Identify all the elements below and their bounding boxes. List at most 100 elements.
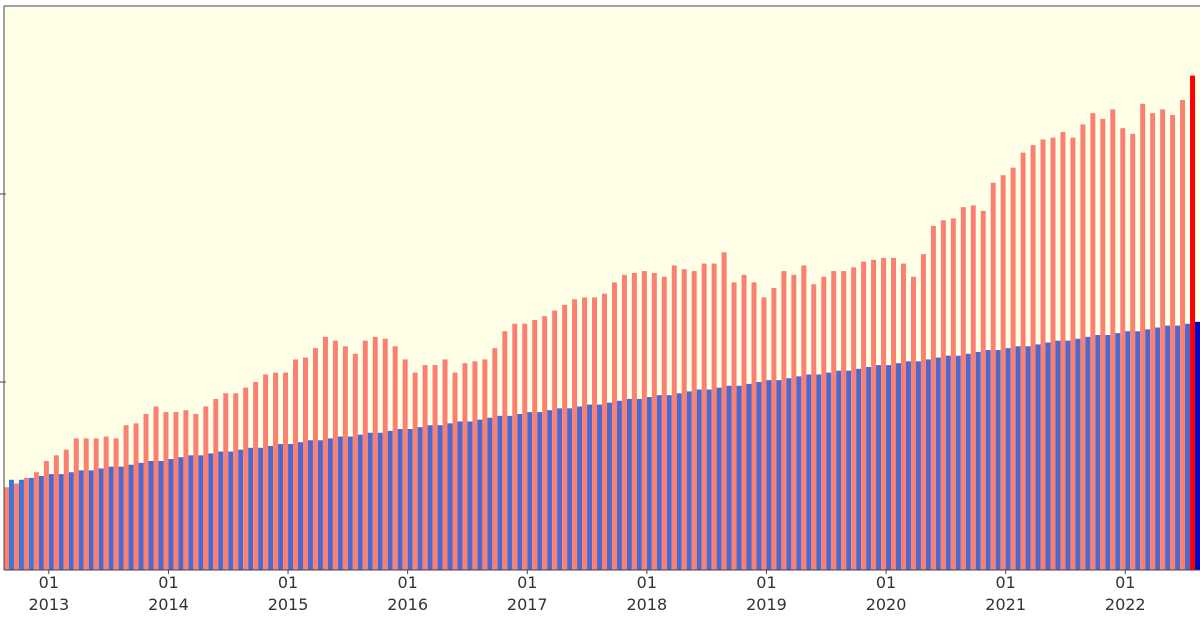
bar-series-b-104 xyxy=(1045,342,1051,570)
bar-series-b-89 xyxy=(896,363,901,570)
bar-series-a-108 xyxy=(1080,124,1086,570)
x-tick-year-label-2021: 2021 xyxy=(985,595,1026,614)
bar-series-a-80 xyxy=(801,265,807,570)
bar-series-b-109 xyxy=(1095,335,1101,570)
bar-series-a-114 xyxy=(1140,103,1146,570)
bar-series-a-53 xyxy=(532,319,538,570)
bar-series-b-97 xyxy=(975,351,981,570)
bar-series-b-70 xyxy=(706,389,712,570)
bar-series-a-59 xyxy=(592,297,598,570)
bar-series-a-2 xyxy=(23,477,29,570)
bar-series-a-82 xyxy=(821,276,827,570)
bar-series-b-5 xyxy=(58,474,64,570)
bar-series-a-34 xyxy=(342,346,348,570)
bar-series-a-32 xyxy=(322,336,328,570)
bar-series-a-45 xyxy=(452,372,458,570)
x-tick-month-label: 01 xyxy=(756,573,776,592)
bar-series-b-106 xyxy=(1065,340,1071,570)
bar-series-b-42 xyxy=(427,425,433,570)
bar-series-a-92 xyxy=(920,254,926,570)
bar-series-a-101 xyxy=(1010,167,1016,570)
x-tick-year-label-2019: 2019 xyxy=(746,595,787,614)
bar-series-b-78 xyxy=(786,378,792,570)
bar-series-b-19 xyxy=(198,455,204,570)
bar-series-a-100 xyxy=(1000,175,1006,570)
bar-series-a-49 xyxy=(492,348,498,570)
bar-series-b-53 xyxy=(537,412,543,570)
bar-series-a-5 xyxy=(53,455,59,570)
bar-series-a-75 xyxy=(751,282,757,570)
bar-series-b-49 xyxy=(497,415,503,570)
bar-series-a-60 xyxy=(602,293,607,570)
bar-series-b-43 xyxy=(437,425,443,570)
bar-series-a-81 xyxy=(811,284,817,570)
bar-series-a-109 xyxy=(1090,113,1096,570)
bar-series-b-41 xyxy=(417,427,423,570)
bar-series-a-35 xyxy=(352,353,358,570)
bar-series-b-30 xyxy=(307,440,313,570)
bar-series-a-103 xyxy=(1030,145,1036,570)
bar-series-b-84 xyxy=(846,370,852,570)
bar-series-b-4 xyxy=(48,474,54,570)
bar-series-a-57 xyxy=(572,299,578,570)
bar-series-b-83 xyxy=(836,370,842,570)
bar-series-b-14 xyxy=(148,460,154,570)
bar-series-b-15 xyxy=(158,460,164,570)
bar-series-b-8 xyxy=(88,470,94,570)
bar-series-a-77 xyxy=(771,288,777,570)
bar-series-b-6 xyxy=(68,472,74,570)
bar-series-b-119 xyxy=(1195,321,1200,570)
bar-series-b-115 xyxy=(1155,327,1161,570)
bar-series-a-42 xyxy=(422,365,428,570)
x-tick-year-label-2015: 2015 xyxy=(268,595,309,614)
bar-series-b-40 xyxy=(407,429,413,570)
bar-series-a-70 xyxy=(701,263,707,570)
x-tick-month-label: 01 xyxy=(517,573,537,592)
bar-series-b-13 xyxy=(138,462,144,570)
bar-series-b-56 xyxy=(567,408,573,570)
bar-series-a-54 xyxy=(542,316,548,570)
bar-series-b-72 xyxy=(726,385,732,570)
bar-series-b-35 xyxy=(357,434,363,570)
bar-series-b-37 xyxy=(377,432,383,570)
bar-series-b-59 xyxy=(597,404,602,570)
bar-series-b-85 xyxy=(856,368,862,570)
bar-series-b-9 xyxy=(98,468,104,570)
bar-series-b-81 xyxy=(816,374,822,570)
bar-series-b-101 xyxy=(1015,346,1021,570)
bar-series-a-56 xyxy=(562,304,568,570)
bar-series-a-55 xyxy=(552,310,558,570)
bar-series-a-67 xyxy=(671,265,677,570)
bar-series-a-40 xyxy=(402,359,408,570)
x-tick-year-label-2020: 2020 xyxy=(866,595,907,614)
bar-series-b-17 xyxy=(178,457,184,570)
bar-series-a-20 xyxy=(203,406,209,570)
bar-series-a-21 xyxy=(213,398,219,570)
bar-series-a-14 xyxy=(143,413,149,570)
bar-series-a-26 xyxy=(263,374,269,570)
bar-series-b-76 xyxy=(766,380,772,570)
bar-series-a-27 xyxy=(273,372,279,570)
bar-series-b-48 xyxy=(487,417,493,570)
bar-series-b-71 xyxy=(716,387,722,570)
bar-series-a-41 xyxy=(412,372,418,570)
bar-series-a-96 xyxy=(960,207,966,570)
x-tick-year-label-2014: 2014 xyxy=(148,595,189,614)
bar-series-a-44 xyxy=(442,359,448,570)
bar-series-b-2 xyxy=(28,477,34,570)
bar-series-a-4 xyxy=(43,460,49,570)
bar-series-a-50 xyxy=(502,331,508,570)
bar-series-a-22 xyxy=(223,393,229,570)
bar-series-a-36 xyxy=(362,340,368,570)
bar-series-b-25 xyxy=(258,447,264,570)
bar-series-b-92 xyxy=(925,359,931,570)
bar-series-a-11 xyxy=(113,438,119,570)
bar-series-b-114 xyxy=(1145,329,1151,570)
bar-series-b-47 xyxy=(477,419,483,570)
bar-series-b-11 xyxy=(118,466,124,570)
bar-series-b-32 xyxy=(327,438,333,570)
bar-series-a-99 xyxy=(990,182,996,570)
bar-series-b-61 xyxy=(616,400,622,570)
bar-series-a-94 xyxy=(940,220,946,570)
bar-series-a-111 xyxy=(1110,109,1116,571)
